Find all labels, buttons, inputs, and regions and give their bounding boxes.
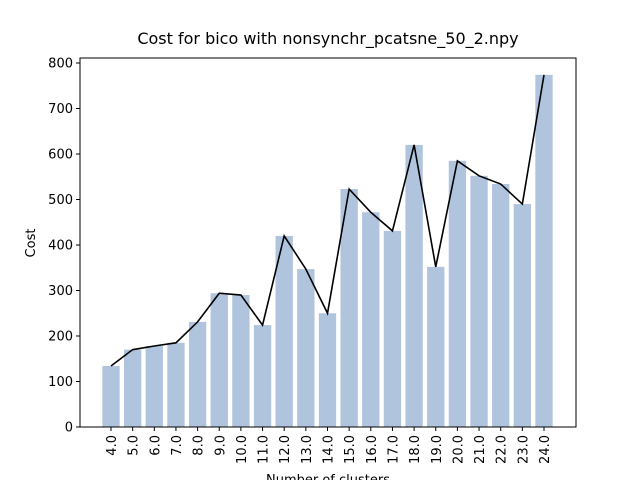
chart-title: Cost for bico with nonsynchr_pcatsne_50_… <box>137 29 518 49</box>
x-tick-label: 16.0 <box>365 435 380 464</box>
x-tick-label: 5.0 <box>127 435 142 456</box>
y-tick-label: 100 <box>48 375 73 390</box>
y-tick-label: 500 <box>48 193 73 208</box>
cost-line <box>110 74 545 367</box>
y-tick-label: 600 <box>48 148 73 163</box>
bar <box>535 74 553 427</box>
x-tick-label: 21.0 <box>473 435 488 464</box>
bar <box>102 366 120 427</box>
bar <box>492 184 510 427</box>
bar <box>123 349 142 427</box>
x-axis-label: Number of clusters <box>266 473 390 480</box>
x-tick-label: 20.0 <box>451 435 466 464</box>
x-tick-label: 10.0 <box>235 435 250 464</box>
y-tick-label: 200 <box>48 330 73 345</box>
plot-frame <box>79 57 577 428</box>
y-tick-label: 300 <box>48 284 73 299</box>
bar <box>340 189 358 427</box>
x-tick-label: 24.0 <box>538 435 553 464</box>
y-axis-label: Cost <box>24 229 39 258</box>
bar <box>232 295 250 427</box>
x-tick-label: 12.0 <box>278 435 293 464</box>
x-tick-label: 7.0 <box>170 435 185 456</box>
bar <box>513 204 532 427</box>
bar <box>275 235 293 427</box>
x-tick-label: 14.0 <box>322 435 337 464</box>
bar <box>253 325 272 427</box>
x-tick-label: 11.0 <box>257 435 272 464</box>
y-tick-label: 0 <box>65 421 73 436</box>
x-tick-label: 9.0 <box>213 435 228 456</box>
bar <box>362 212 380 427</box>
x-tick-label: 6.0 <box>148 435 163 456</box>
y-tick-label: 700 <box>48 102 73 117</box>
bar <box>405 144 423 428</box>
bar <box>188 321 207 427</box>
x-tick-label: 15.0 <box>343 435 358 464</box>
bar <box>297 269 315 427</box>
bar <box>318 313 337 427</box>
bar <box>167 342 185 427</box>
x-tick-label: 23.0 <box>516 435 531 464</box>
y-tick-label: 400 <box>48 239 73 254</box>
x-tick-label: 19.0 <box>430 435 445 464</box>
x-tick-label: 22.0 <box>495 435 510 464</box>
x-tick-label: 4.0 <box>105 435 120 456</box>
x-tick-label: 18.0 <box>408 435 423 464</box>
bar <box>145 346 163 427</box>
bar <box>427 266 445 427</box>
x-tick-label: 8.0 <box>192 435 207 456</box>
bar <box>383 230 402 427</box>
bar <box>470 175 488 427</box>
bar <box>210 293 228 427</box>
y-tick-label: 800 <box>48 57 73 72</box>
x-tick-label: 13.0 <box>300 435 315 464</box>
bar <box>448 160 467 427</box>
x-tick-label: 17.0 <box>386 435 401 464</box>
